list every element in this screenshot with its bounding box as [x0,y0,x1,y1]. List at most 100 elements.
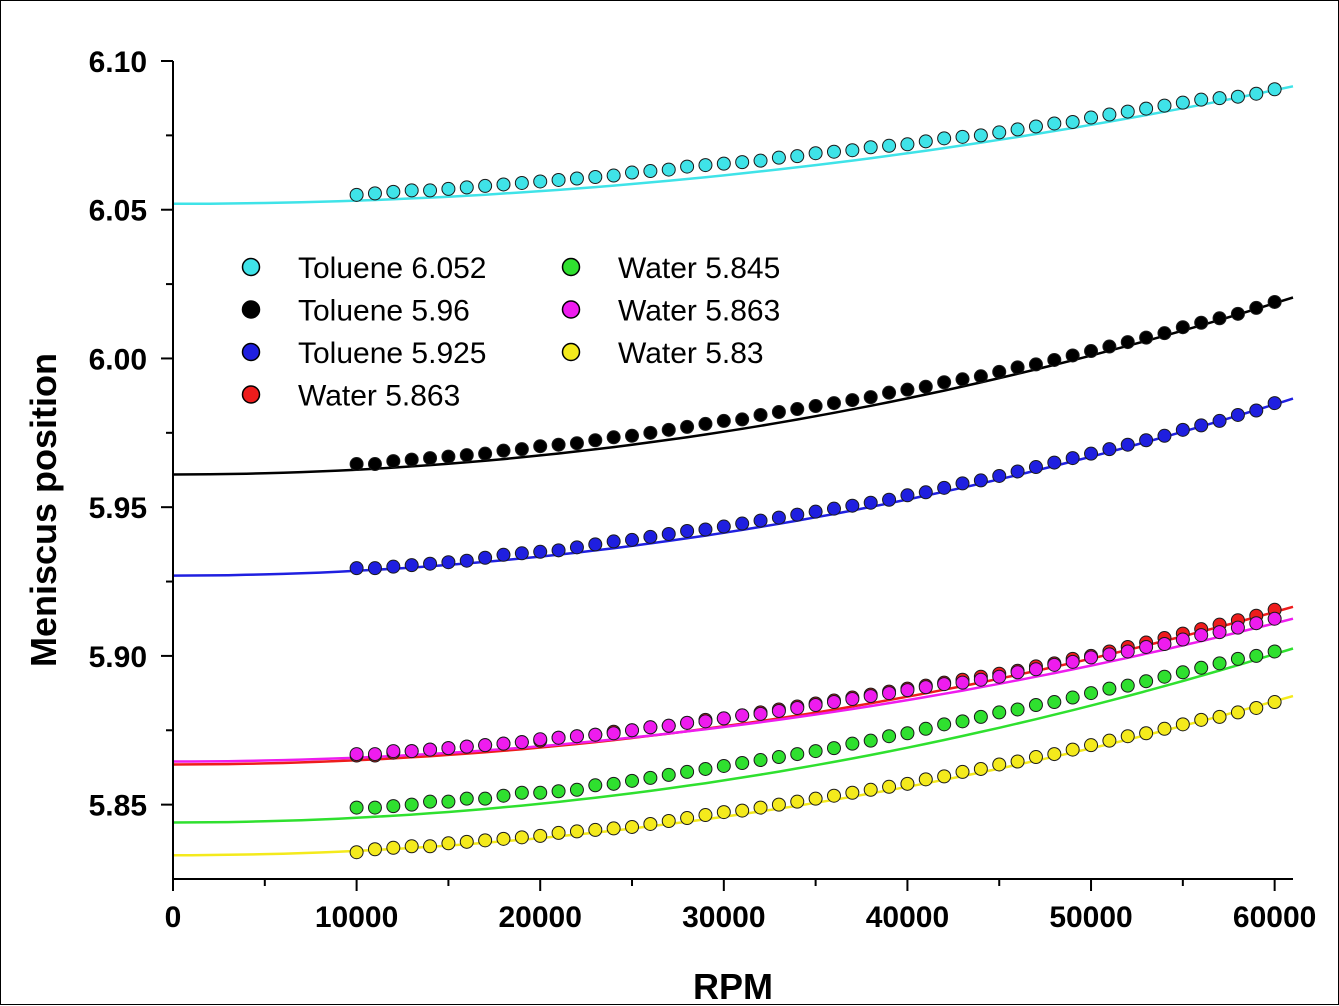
data-point [625,165,640,180]
data-point [1267,294,1282,309]
data-point [1230,705,1245,720]
data-point [1084,110,1099,125]
data-point [404,558,419,573]
data-point [900,137,915,152]
data-point [1047,116,1062,131]
legend-marker [241,385,261,404]
data-point [882,385,897,400]
data-point [1010,665,1025,680]
data-point [496,788,511,803]
data-point [1249,86,1264,101]
data-point [625,773,640,788]
data-point [882,492,897,507]
data-point [1084,344,1099,359]
data-point [973,709,988,724]
legend-marker [561,342,581,362]
data-point [1065,451,1080,466]
data-point [404,839,419,854]
data-point [1028,357,1043,372]
data-point [716,519,731,534]
axis-ticks: 0 10000 20000 30000 40000 50000 60000 5.85 5.90 5… [89,46,1317,934]
data-point [1084,650,1099,665]
data-point [1194,660,1209,675]
data-point [1047,657,1062,672]
data-point [716,805,731,820]
data-point [569,782,584,797]
data-point [661,422,676,437]
data-point [680,159,695,174]
data-point [1120,335,1135,350]
data-point [459,834,474,849]
data-point [771,510,786,525]
data-point [569,436,584,451]
legend-label: Toluene 5.96 [298,295,470,328]
data-point [973,369,988,384]
data-point [1249,300,1264,315]
data-point [367,561,382,576]
data-point [900,776,915,791]
data-point [1157,98,1172,113]
data-point [625,819,640,834]
data-point [514,785,529,800]
fit-line [173,694,1294,857]
data-point [882,138,897,153]
x-tick-label: 10000 [315,901,398,934]
data-point [1102,442,1117,457]
data-point [1194,418,1209,433]
data-point [1212,311,1227,326]
data-point [588,433,603,448]
data-point [1230,407,1245,422]
data-point [698,158,713,173]
data-point [1028,119,1043,134]
data-point [404,744,419,759]
data-point [900,382,915,397]
data-point [367,747,382,762]
data-point [386,184,401,199]
x-tick-label: 30000 [682,901,765,934]
data-point [955,764,970,779]
data-point [863,782,878,797]
data-point [588,727,603,742]
data-point [533,785,548,800]
data-point [423,183,438,198]
data-point [882,686,897,701]
data-point [1010,360,1025,375]
data-point [1010,754,1025,769]
data-point [496,736,511,751]
data-point [845,692,860,707]
data-point [716,413,731,428]
data-point [441,741,456,756]
data-point [680,715,695,730]
data-point [918,680,933,695]
data-point [1157,669,1172,684]
data-point [1065,654,1080,669]
data-point [1175,320,1190,335]
y-tick-label: 5.85 [89,790,147,823]
data-point [1010,464,1025,479]
y-tick-label: 5.90 [89,641,147,674]
data-point [845,785,860,800]
data-point [551,730,566,745]
data-point [588,778,603,793]
data-point [1139,726,1154,741]
data-point [533,732,548,747]
data-point [937,480,952,495]
data-point [1028,460,1043,475]
data-point [680,811,695,826]
data-point [1028,662,1043,677]
data-point [606,776,621,791]
data-point [1194,92,1209,107]
data-point [349,845,364,860]
data-point [735,803,750,818]
data-point [1139,101,1154,116]
data-point [808,697,823,712]
data-point [1249,616,1264,631]
data-point [771,404,786,419]
data-point [1084,738,1099,753]
data-point [1212,656,1227,671]
data-point [1212,625,1227,640]
data-point [680,419,695,434]
data-point [1212,709,1227,724]
data-point [698,714,713,729]
data-point [441,836,456,851]
